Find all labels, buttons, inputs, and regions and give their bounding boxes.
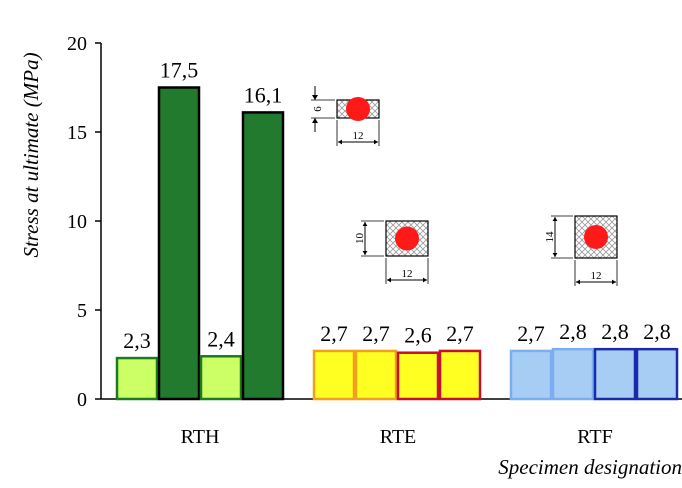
dimension-arrowhead	[552, 253, 558, 257]
data-label: 2,4	[207, 326, 235, 351]
height-dimension-label: 6	[312, 106, 324, 112]
y-tick-label: 15	[67, 122, 87, 144]
bar	[593, 347, 637, 401]
bar	[115, 356, 159, 401]
bar	[354, 349, 398, 401]
width-dimension-label: 12	[402, 268, 413, 280]
y-tick-label: 10	[67, 211, 87, 233]
category-label: RTF	[577, 426, 612, 448]
dimension-arrowhead	[423, 277, 427, 283]
y-tick-label: 20	[67, 33, 87, 55]
dimension-arrowhead	[312, 118, 318, 123]
bar	[199, 355, 243, 401]
data-label: 2,7	[362, 321, 390, 346]
dimension-arrowhead	[552, 217, 558, 221]
category-label: RTE	[380, 426, 417, 448]
bar	[438, 349, 482, 401]
dimension-arrowhead	[612, 279, 616, 285]
width-dimension-label: 12	[353, 130, 364, 142]
y-axis-title: Stress at ultimate (MPa)	[19, 52, 43, 257]
reinforcement-bar-circle	[346, 97, 370, 121]
height-dimension-label: 14	[544, 231, 556, 243]
dimension-arrowhead	[338, 139, 342, 145]
width-dimension-label: 12	[591, 270, 602, 282]
data-label: 2,8	[559, 319, 587, 344]
reinforcement-bar-circle	[584, 225, 608, 249]
reinforcement-bar-circle	[395, 226, 419, 251]
data-label: 16,1	[244, 82, 283, 107]
bar	[635, 347, 679, 401]
dimension-arrowhead	[374, 139, 378, 145]
data-label: 2,7	[446, 321, 474, 346]
y-tick-label: 5	[77, 300, 87, 322]
bar	[312, 349, 356, 401]
y-tick-label: 0	[77, 389, 87, 411]
bar	[241, 111, 285, 401]
x-axis-title: Specimen designation	[498, 455, 682, 479]
data-label: 2,8	[601, 319, 629, 344]
bar	[157, 86, 201, 401]
data-label: 17,5	[160, 58, 199, 83]
data-label: 2,8	[643, 319, 671, 344]
data-label: 2,6	[404, 323, 432, 348]
dimension-arrowhead	[576, 279, 580, 285]
data-label: 2,3	[123, 328, 151, 353]
category-label: RTH	[181, 426, 220, 448]
bar	[551, 347, 595, 401]
bar	[396, 351, 440, 401]
dimension-arrowhead	[312, 95, 318, 100]
dimension-arrowhead	[362, 251, 368, 255]
dimension-arrowhead	[387, 277, 391, 283]
bar	[509, 349, 553, 401]
data-label: 2,7	[320, 321, 348, 346]
data-label: 2,7	[517, 321, 545, 346]
height-dimension-label: 10	[354, 233, 366, 245]
dimension-arrowhead	[362, 222, 368, 226]
